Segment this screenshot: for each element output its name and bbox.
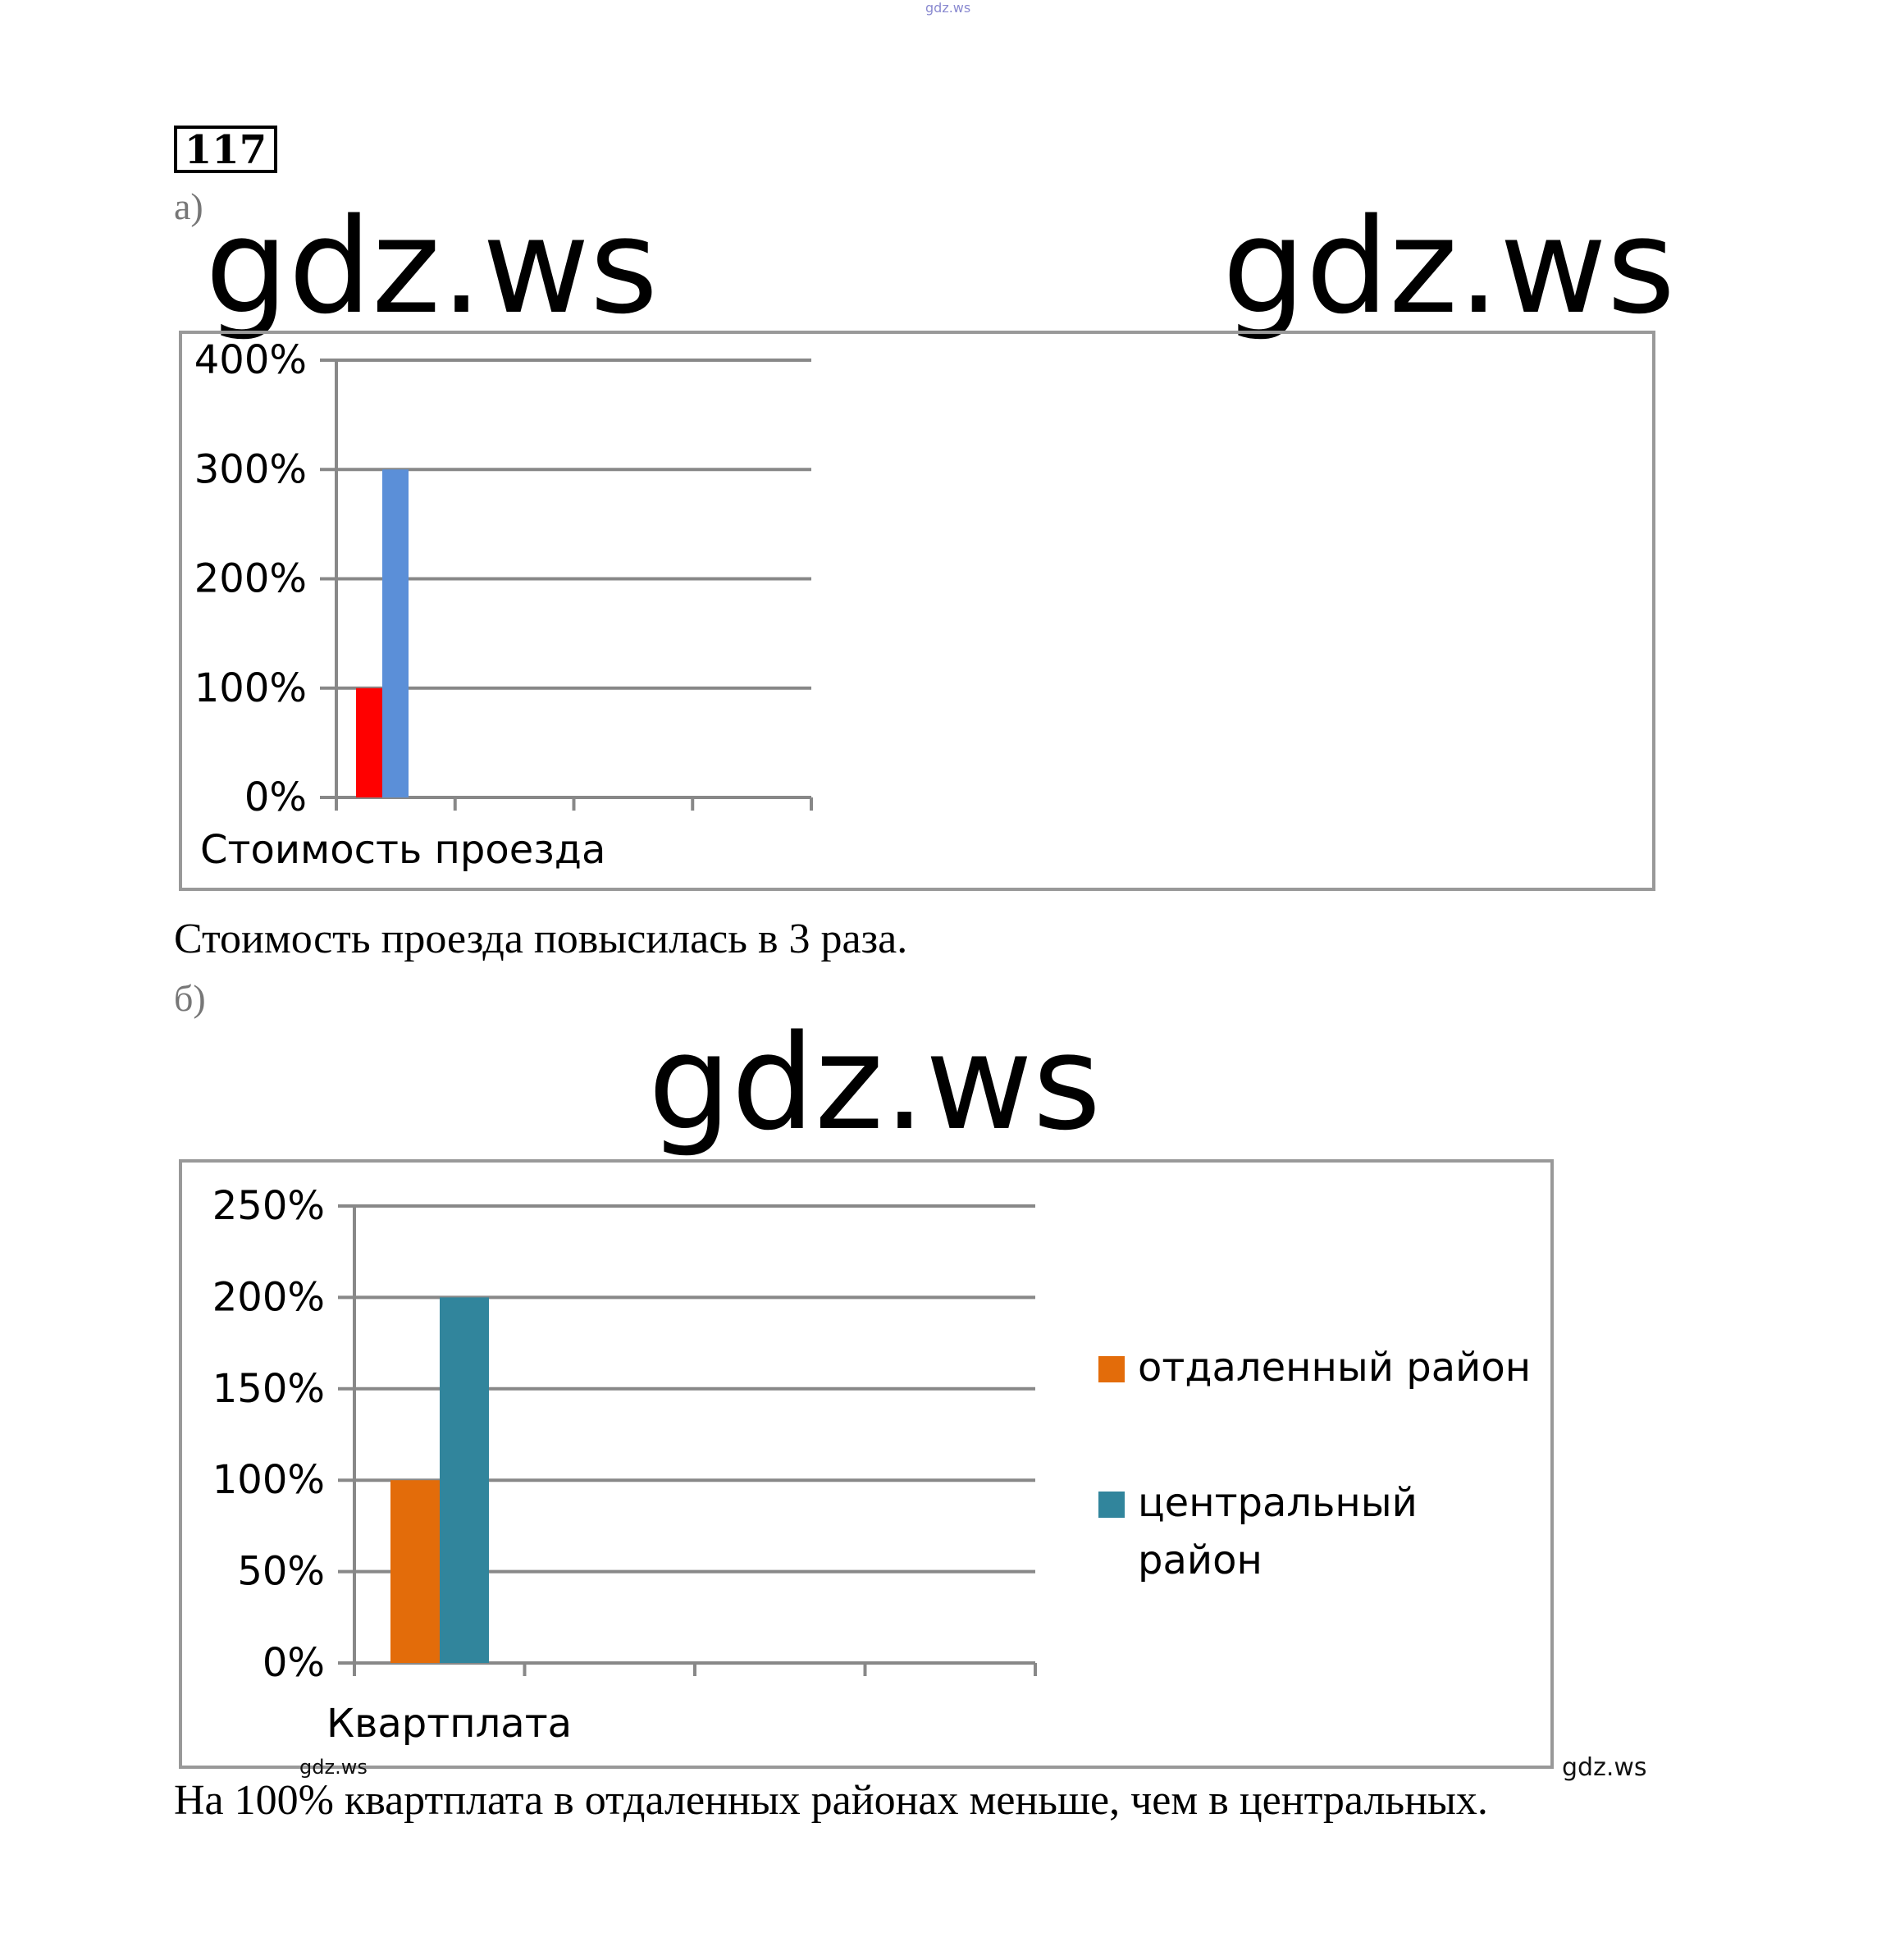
bar-series-1 [390,1480,440,1663]
y-tick-label: 200% [212,1274,325,1320]
y-tick-label: 250% [212,1183,325,1229]
bar-series-2 [440,1297,489,1663]
problem-number: 117 [174,126,277,173]
y-tick-label: 0% [244,774,307,820]
y-tick-label: 200% [194,556,307,602]
watermark-big-3: gdz.ws [648,1006,1102,1159]
y-tick-label: 0% [263,1640,325,1686]
part-b-conclusion: На 100% квартплата в отдаленных районах … [174,1777,1488,1824]
watermark-big-2: gdz.ws [1222,190,1676,343]
legend-swatch-2 [1098,1492,1125,1518]
y-tick-label: 50% [237,1549,325,1595]
x-category-label: Стоимость проезда [200,827,605,873]
part-a-label: а) [174,185,203,227]
y-tick-label: 300% [194,446,307,492]
part-a-conclusion: Стоимость проезда повысилась в 3 раза. [174,916,908,962]
top-watermark: gdz.ws [925,0,971,16]
watermark-small-2: gdz.ws [1562,1753,1647,1782]
y-tick-label: 400% [194,337,307,383]
chart-b: 0% 50% 100% 150% 200% 250% Квартплата отдаленны… [212,1183,1531,1747]
chart-b-frame: 0% 50% 100% 150% 200% 250% Квартплата отдаленны… [179,1159,1554,1769]
legend-label: отдаленный район [1138,1345,1531,1391]
bar-series-1 [356,688,382,797]
watermark-big-1: gdz.ws [205,190,659,343]
y-tick-label: 100% [212,1457,325,1503]
x-category-label: Квартплата [326,1701,572,1747]
y-tick-label: 100% [194,665,307,711]
part-b-label: б) [174,977,206,1019]
chart-a-frame: 0% 100% 200% 300% 400% Стоимость проезда [179,331,1655,891]
y-tick-label: 150% [212,1366,325,1412]
watermark-small-1: gdz.ws [299,1756,368,1779]
legend-swatch-1 [1098,1356,1125,1382]
legend-label: район [1138,1537,1262,1583]
chart-a: 0% 100% 200% 300% 400% Стоимость проезда [194,337,813,873]
legend-label: центральный [1138,1480,1418,1526]
bar-series-2 [382,469,409,797]
